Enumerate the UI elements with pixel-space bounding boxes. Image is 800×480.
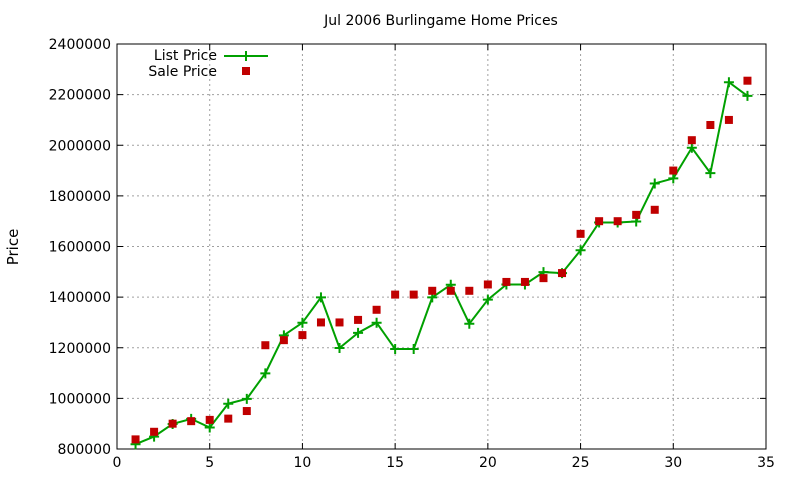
sale-price-point [261, 341, 270, 350]
list-price-point [315, 292, 326, 303]
sale-price-point [502, 277, 511, 286]
list-price-point [705, 168, 716, 179]
list-price-point [742, 90, 753, 101]
y-tick-label: 1000000 [49, 391, 111, 407]
sale-price-point [632, 210, 641, 219]
sale-price-point [446, 286, 455, 295]
sale-price-point [576, 229, 585, 238]
list-price-point [334, 343, 345, 354]
sale-price-point [279, 336, 288, 345]
legend-label-sale-price: Sale Price [148, 64, 217, 80]
sale-price-point [335, 318, 344, 327]
legend-sample-list-price-marker [241, 51, 251, 61]
sale-price-point [354, 315, 363, 324]
y-tick-label: 1200000 [49, 341, 111, 357]
sale-price-point [520, 277, 529, 286]
list-price-point [353, 327, 364, 338]
list-price-point [260, 368, 271, 379]
series-list-price [130, 77, 753, 450]
y-tick-label: 1800000 [49, 189, 111, 205]
list-price-point [482, 294, 493, 305]
axes: 0 5 10 15 20 25 30 35 800000 1000000 1200000 140000… [49, 37, 775, 471]
legend: List Price Sale Price [148, 48, 268, 80]
list-price-point [686, 142, 697, 153]
series-sale-price [131, 76, 752, 444]
sale-price-point [316, 318, 325, 327]
y-tick-label: 1600000 [49, 240, 111, 256]
x-tick-label: 20 [479, 455, 497, 471]
list-price-point [390, 344, 401, 355]
x-tick-label: 10 [294, 455, 312, 471]
chart-title: Jul 2006 Burlingame Home Prices [323, 13, 558, 29]
y-tick-label: 2200000 [49, 88, 111, 104]
sale-price-point [539, 274, 548, 283]
x-tick-label: 35 [757, 455, 775, 471]
x-tick-label: 25 [572, 455, 590, 471]
sale-price-point [706, 121, 715, 129]
list-price-point [723, 77, 734, 88]
sale-price-point [187, 417, 196, 426]
sale-price-point [687, 136, 696, 145]
list-price-point [464, 318, 475, 329]
y-axis-label: Price [4, 229, 22, 266]
list-price-point [223, 398, 234, 409]
list-price-line [135, 80, 749, 446]
sale-price-point [724, 115, 733, 124]
sale-price-point [372, 305, 381, 314]
list-price-point [297, 317, 308, 328]
y-tick-label: 800000 [58, 442, 111, 458]
sale-price-point [558, 269, 567, 278]
grid [117, 44, 766, 449]
sale-price-point [409, 290, 418, 299]
legend-label-list-price: List Price [154, 48, 217, 64]
list-price-point [408, 344, 419, 355]
sale-price-point [650, 205, 659, 214]
sale-price-point [613, 217, 622, 226]
y-tick-label: 2400000 [49, 37, 111, 53]
list-price-point [204, 422, 215, 433]
legend-sample-sale-price [242, 67, 250, 75]
y-tick-label: 2000000 [49, 138, 111, 154]
sale-price-point [428, 286, 437, 295]
x-tick-label: 5 [205, 455, 214, 471]
sale-price-point [131, 435, 140, 444]
x-tick-label: 30 [664, 455, 682, 471]
list-price-point [371, 317, 382, 328]
sale-price-point [150, 427, 159, 436]
sale-price-point [483, 280, 492, 289]
y-tick-label: 1400000 [49, 290, 111, 306]
sale-price-point [298, 331, 307, 340]
sale-price-point [205, 415, 214, 424]
list-price-point [575, 245, 586, 256]
x-tick-label: 15 [386, 455, 404, 471]
sale-price-point [743, 76, 752, 85]
sale-price-point [595, 217, 604, 226]
sale-price-point [242, 407, 251, 416]
sale-price-point [669, 166, 678, 175]
x-tick-label: 0 [113, 455, 122, 471]
sale-price-point [168, 419, 177, 428]
list-price-point [241, 393, 252, 404]
list-price-point [649, 178, 660, 189]
sale-price-point [224, 414, 233, 423]
sale-price-point [391, 290, 400, 299]
sale-price-point [465, 286, 474, 295]
list-price-point [668, 173, 679, 184]
